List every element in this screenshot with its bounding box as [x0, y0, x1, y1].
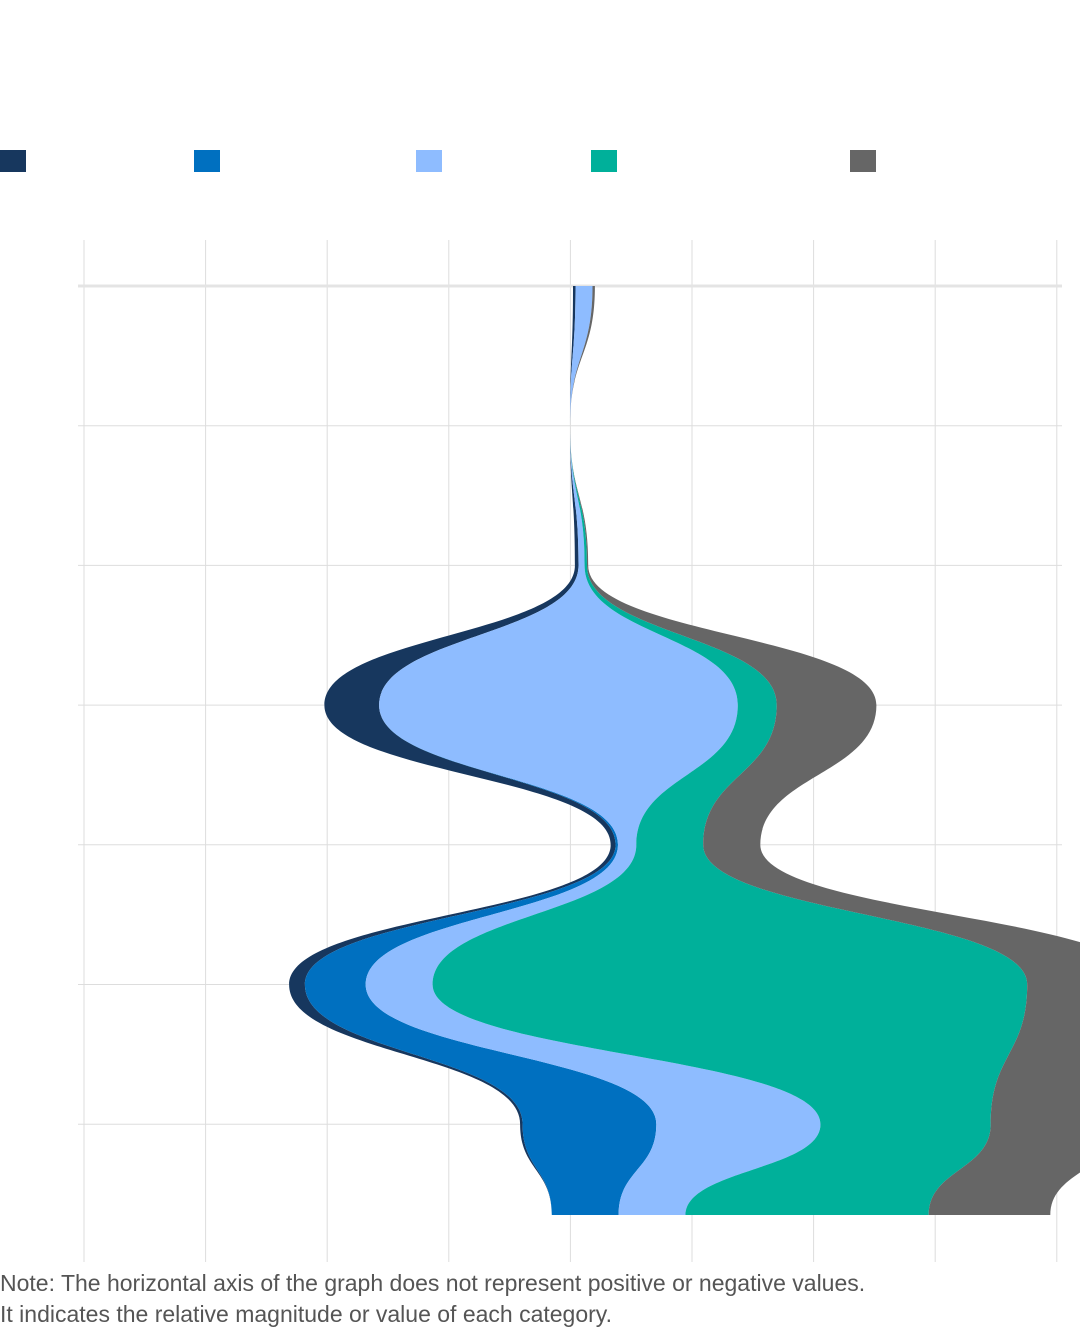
legend-swatch-2: [194, 150, 220, 172]
legend-swatch-1: [0, 150, 26, 172]
streamgraph-chart: [78, 240, 1080, 1262]
legend-swatch-5: [850, 150, 876, 172]
stream-series-5: [570, 286, 1080, 1215]
note-line-1: Note: The horizontal axis of the graph d…: [0, 1270, 866, 1296]
streams: [289, 286, 1080, 1215]
chart-note: Note: The horizontal axis of the graph d…: [0, 1268, 1080, 1330]
stream-series-3: [365, 286, 821, 1215]
legend: [0, 150, 1080, 172]
legend-swatch-3: [416, 150, 442, 172]
legend-swatch-4: [591, 150, 617, 172]
stream-series-2: [304, 286, 657, 1215]
note-line-2: It indicates the relative magnitude or v…: [0, 1301, 612, 1327]
stream-series-4: [432, 286, 1028, 1215]
